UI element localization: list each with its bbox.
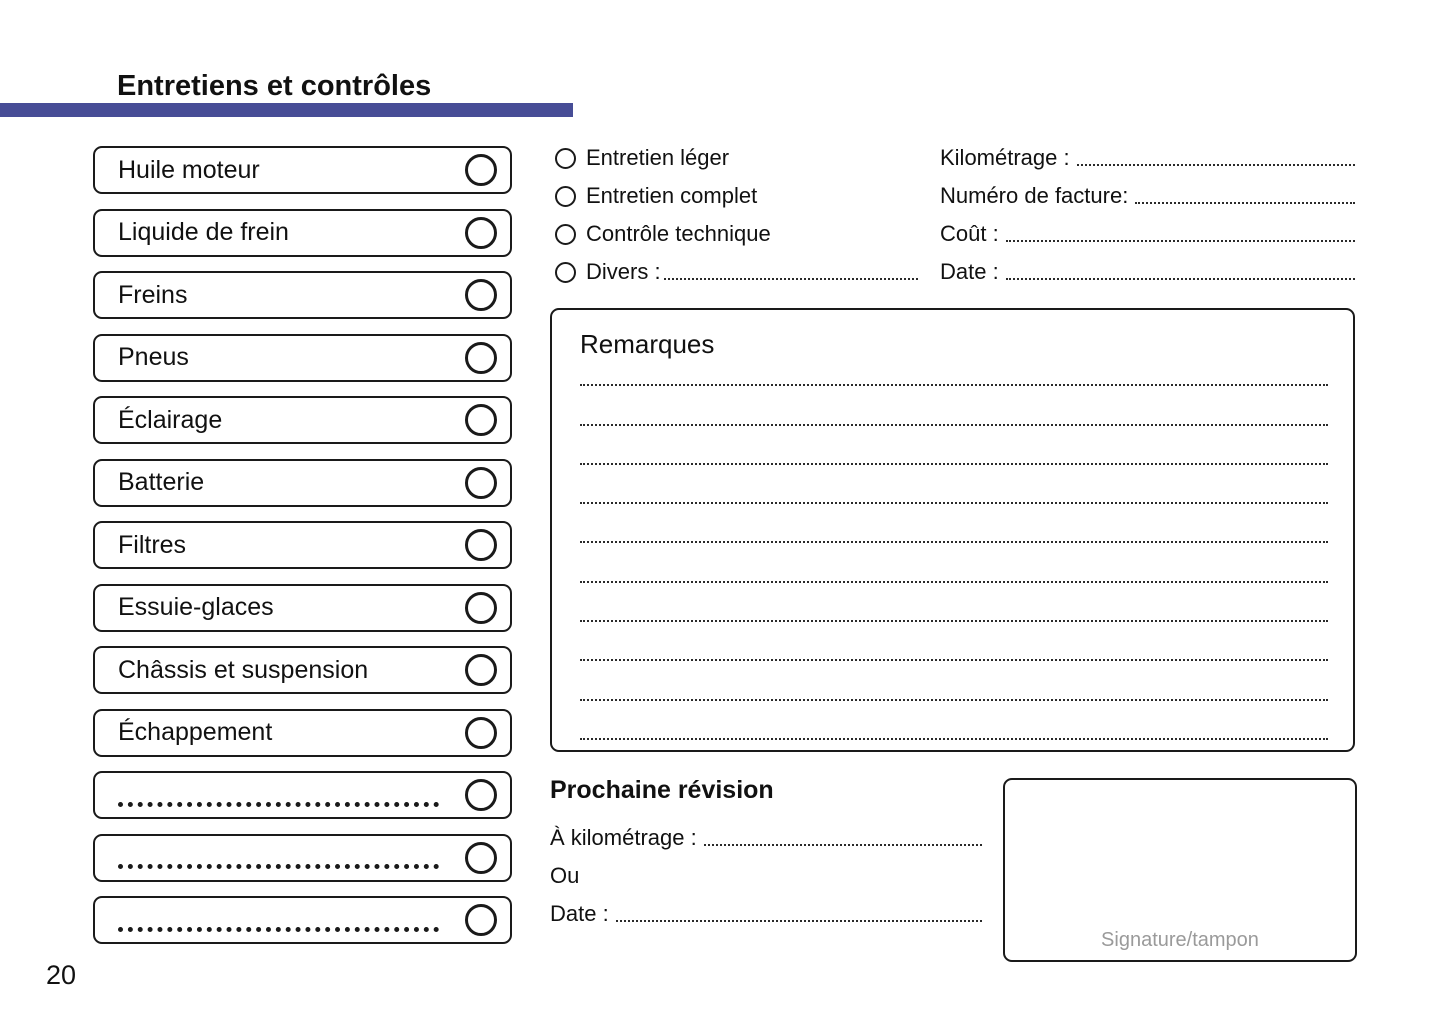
remarks-line[interactable] [580, 504, 1328, 544]
service-type-options: Entretien léger Entretien complet Contrô… [555, 139, 918, 291]
field-label: Date : [550, 901, 609, 926]
field-label: Date : [940, 259, 999, 284]
radio-circle[interactable] [555, 261, 576, 283]
checklist-item-label: Freins [118, 280, 188, 309]
check-circle[interactable] [465, 904, 497, 936]
check-circle[interactable] [465, 466, 497, 499]
check-circle[interactable] [465, 716, 497, 749]
option-label: Entretien complet [586, 183, 758, 208]
field-label: Coût : [940, 221, 999, 246]
remarks-line[interactable] [580, 386, 1328, 426]
a-kilometrage-write-in-line[interactable] [703, 843, 982, 846]
checklist-item-label: Liquide de frein [118, 218, 289, 246]
checklist-item-label: Batterie [118, 468, 205, 496]
check-circle[interactable] [465, 279, 497, 311]
signature-label: Signature/tampon [1101, 929, 1259, 951]
page-number: 20 [46, 960, 77, 990]
field-numero-de-facture: Numéro de facture: [940, 177, 1355, 215]
next-service-section: Prochaine révision À kilométrage : Ou Da… [550, 776, 982, 936]
checklist-item-essuie-glaces: Essuie-glaces [93, 583, 512, 632]
blank-write-in-line[interactable] [118, 801, 439, 807]
field-label: Ou [550, 863, 580, 888]
checklist-item-batterie: Batterie [93, 458, 512, 507]
checklist-item-label: Échappement [118, 718, 273, 746]
remarks-title: Remarques [580, 329, 715, 359]
checklist-item-liquide-de-frein: Liquide de frein [93, 208, 512, 257]
option-entretien-leger: Entretien léger [555, 139, 918, 177]
option-label: Divers : [586, 259, 661, 284]
next-date-write-in-line[interactable] [615, 919, 982, 922]
checklist-item-label: Pneus [118, 343, 189, 371]
checklist-item-blank-2 [93, 833, 512, 882]
blank-write-in-line[interactable] [118, 926, 439, 932]
remarks-lines [580, 347, 1328, 740]
remarks-box: Remarques [550, 308, 1355, 752]
checklist-item-label: Huile moteur [118, 155, 260, 184]
option-divers: Divers : [555, 253, 918, 291]
check-circle[interactable] [465, 654, 497, 686]
field-cout: Coût : [940, 215, 1355, 253]
check-circle[interactable] [465, 154, 497, 186]
checklist-item-label: Châssis et suspension [118, 655, 369, 684]
radio-circle[interactable] [555, 147, 576, 169]
checklist-item-eclairage: Éclairage [93, 396, 512, 444]
field-a-kilometrage: À kilométrage : [550, 819, 982, 857]
remarks-line[interactable] [580, 347, 1328, 387]
remarks-line[interactable] [580, 583, 1328, 623]
checklist-item-freins: Freins [93, 271, 512, 319]
checklist-item-label: Filtres [118, 530, 187, 559]
option-label: Contrôle technique [586, 221, 771, 246]
remarks-line[interactable] [580, 465, 1328, 505]
option-controle-technique: Contrôle technique [555, 215, 918, 253]
cout-write-in-line[interactable] [1005, 239, 1355, 242]
option-label: Entretien léger [586, 145, 730, 170]
field-date: Date : [940, 253, 1355, 291]
checklist-item-huile-moteur: Huile moteur [93, 146, 512, 194]
remarks-line[interactable] [580, 543, 1328, 583]
radio-circle[interactable] [555, 223, 576, 245]
next-service-rows: À kilométrage : Ou Date : [550, 819, 982, 933]
field-label: À kilométrage : [550, 825, 697, 850]
checklist-item-label: Essuie-glaces [118, 593, 274, 621]
date-write-in-line[interactable] [1005, 277, 1355, 280]
checklist-item-blank-1 [93, 771, 512, 819]
field-kilometrage: Kilométrage : [940, 139, 1355, 177]
field-label: Numéro de facture: [940, 183, 1129, 208]
checklist-item-blank-3 [93, 896, 512, 944]
title-accent-bar [0, 103, 573, 117]
blank-write-in-line[interactable] [118, 864, 439, 869]
kilometrage-write-in-line[interactable] [1076, 163, 1355, 166]
remarks-line[interactable] [580, 661, 1328, 701]
checklist-item-label: Éclairage [118, 405, 223, 434]
radio-circle[interactable] [555, 185, 576, 207]
row-ou: Ou [550, 857, 982, 895]
checklist: Huile moteur Liquide de frein Freins Pne… [93, 146, 512, 944]
check-circle[interactable] [465, 404, 497, 436]
page-title: Entretiens et contrôles [117, 70, 432, 102]
option-entretien-complet: Entretien complet [555, 177, 918, 215]
numero-facture-write-in-line[interactable] [1135, 201, 1355, 204]
checklist-item-echappement: Échappement [93, 708, 512, 757]
field-label: Kilométrage : [940, 145, 1070, 170]
check-circle[interactable] [465, 841, 497, 874]
check-circle[interactable] [465, 779, 497, 811]
remarks-line[interactable] [580, 426, 1328, 465]
checklist-item-filtres: Filtres [93, 521, 512, 569]
remarks-line[interactable] [580, 622, 1328, 662]
check-circle[interactable] [465, 341, 497, 374]
remarks-line[interactable] [580, 701, 1328, 740]
next-service-title: Prochaine révision [550, 776, 774, 804]
signature-box[interactable]: Signature/tampon [1003, 778, 1357, 962]
check-circle[interactable] [465, 529, 497, 561]
divers-write-in-line[interactable] [663, 277, 918, 280]
field-next-date: Date : [550, 895, 982, 933]
check-circle[interactable] [465, 591, 497, 624]
checklist-item-chassis-et-suspension: Châssis et suspension [93, 646, 512, 694]
invoice-fields: Kilométrage : Numéro de facture: Coût : … [940, 139, 1355, 291]
check-circle[interactable] [465, 216, 497, 249]
checklist-item-pneus: Pneus [93, 333, 512, 382]
